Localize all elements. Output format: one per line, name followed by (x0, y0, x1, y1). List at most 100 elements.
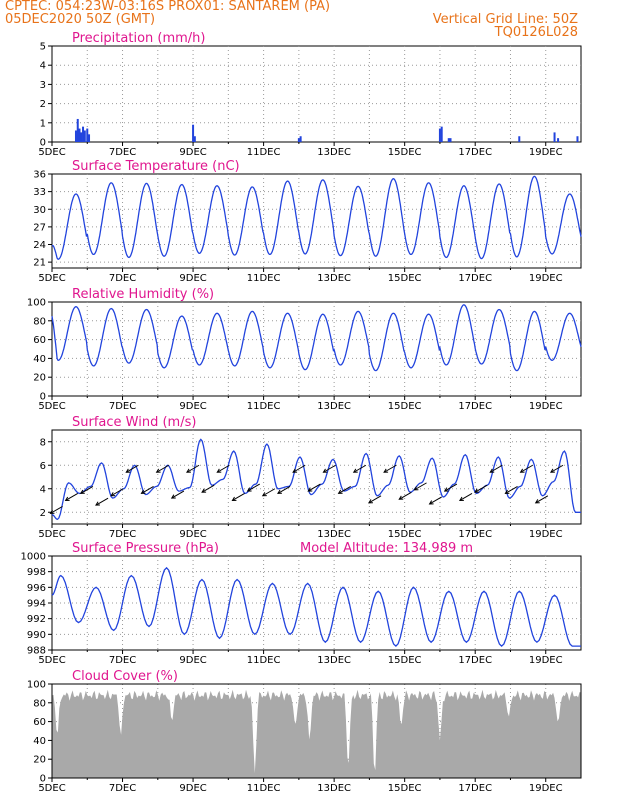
x-tick-label: 9DEC (179, 783, 206, 794)
precip-bar (76, 118, 79, 142)
precip-bar (86, 128, 89, 142)
panel-title: Relative Humidity (%) (72, 287, 214, 302)
x-tick-label: 19DEC (529, 529, 563, 540)
x-tick-label: 17DEC (458, 783, 492, 794)
wind-arrow (80, 485, 94, 494)
wind-arrow-head (504, 489, 510, 494)
x-tick-label: 13DEC (317, 783, 351, 794)
wind-arrow (110, 488, 124, 497)
y-tick-label: 27 (33, 222, 46, 233)
x-tick-label: 11DEC (247, 529, 281, 540)
plot-frame-overlay (51, 683, 582, 779)
x-tick-label: 9DEC (179, 401, 206, 412)
wind-arrow (141, 485, 154, 494)
wind-arrow-head (64, 496, 70, 501)
wind-arrow (353, 464, 367, 473)
wind-arrow-head (95, 501, 100, 506)
x-tick-label: 5DEC (38, 273, 65, 284)
y-tick-label: 992 (27, 614, 46, 625)
x-tick-label: 15DEC (388, 783, 422, 794)
wind-arrow (95, 497, 109, 506)
wind-arrow-head (79, 489, 85, 494)
x-tick-label: 13DEC (317, 655, 351, 666)
x-tick-label: 13DEC (317, 273, 351, 284)
x-tick-label: 17DEC (458, 147, 492, 158)
y-tick-label: 5 (40, 42, 46, 53)
wind-arrow-head (413, 486, 419, 491)
x-tick-label: 19DEC (529, 401, 563, 412)
wind-arrow-head (125, 468, 131, 473)
x-tick-label: 15DEC (388, 655, 422, 666)
y-tick-label: 0 (40, 774, 46, 785)
wind-arrow-head (474, 488, 480, 493)
wind-arrow (429, 496, 442, 505)
y-tick-label: 998 (27, 567, 46, 578)
wind-arrow (398, 491, 412, 500)
wind-arrow-head (292, 468, 298, 473)
y-tick-label: 8 (40, 437, 46, 448)
panel-title: Surface Temperature (nC) (72, 159, 240, 174)
panel-2 (48, 173, 582, 272)
wind-arrow (156, 464, 169, 473)
y-tick-label: 60 (33, 717, 46, 728)
wind-arrow (292, 464, 306, 473)
x-tick-label: 15DEC (388, 273, 422, 284)
x-tick-label: 19DEC (529, 147, 563, 158)
wind-arrow-head (352, 468, 358, 473)
wind-arrow-head (383, 468, 389, 473)
x-tick-label: 13DEC (317, 529, 351, 540)
precip-bar (576, 136, 579, 142)
x-tick-label: 7DEC (109, 529, 136, 540)
wind-arrow (186, 464, 200, 473)
precip-bar (449, 138, 452, 142)
wind-arrow (50, 505, 63, 514)
x-tick-label: 5DEC (38, 401, 65, 412)
wind-arrow (520, 464, 533, 473)
wind-arrow-head (443, 487, 449, 492)
x-tick-label: 7DEC (109, 401, 136, 412)
wind-arrow (171, 490, 185, 499)
x-tick-label: 7DEC (109, 273, 136, 284)
y-tick-label: 80 (33, 316, 46, 327)
wind-arrow (368, 495, 382, 504)
x-tick-label: 17DEC (458, 529, 492, 540)
wind-arrow (535, 495, 549, 504)
wind-arrow-head (261, 492, 267, 497)
wind-arrow (308, 483, 321, 492)
wind-arrow-head (201, 488, 207, 493)
wind-arrow-head (428, 500, 434, 505)
wind-arrow (232, 493, 245, 501)
wind-arrow-head (489, 468, 495, 473)
plot-frame (51, 45, 582, 143)
panel-title: Precipitation (mm/h) (72, 31, 205, 46)
wind-arrow (338, 485, 351, 494)
wind-line (51, 438, 581, 521)
wind-arrow-head (519, 468, 525, 473)
precip-bar (553, 132, 556, 142)
x-tick-label: 11DEC (247, 401, 281, 412)
y-tick-label: 990 (27, 630, 46, 641)
x-tick-label: 17DEC (458, 273, 492, 284)
x-tick-label: 19DEC (529, 655, 563, 666)
y-tick-label: 33 (33, 187, 46, 198)
wind-arrow (489, 464, 503, 473)
wind-arrow-head (458, 496, 464, 501)
wind-arrow-head (216, 468, 222, 473)
y-tick-label: 30 (33, 205, 46, 216)
y-tick-label: 4 (40, 61, 46, 72)
y-tick-label: 0 (40, 138, 46, 149)
precip-bar (78, 128, 81, 142)
precip-bar (440, 126, 443, 142)
precip-bar (193, 136, 196, 142)
wind-arrow (247, 483, 260, 492)
header-station: CPTEC: 054:23W-03:16S PROX01: SANTAREM (… (5, 0, 331, 14)
wind-arrow (444, 483, 458, 492)
y-tick-label: 20 (33, 755, 46, 766)
header-grid-info: Vertical Grid Line: 50Z (432, 12, 578, 27)
x-tick-label: 11DEC (247, 783, 281, 794)
wind-arrow-head (110, 492, 116, 497)
y-tick-label: 40 (33, 736, 46, 747)
wind-arrow (262, 488, 276, 497)
x-tick-label: 17DEC (458, 655, 492, 666)
y-tick-label: 24 (33, 240, 46, 251)
